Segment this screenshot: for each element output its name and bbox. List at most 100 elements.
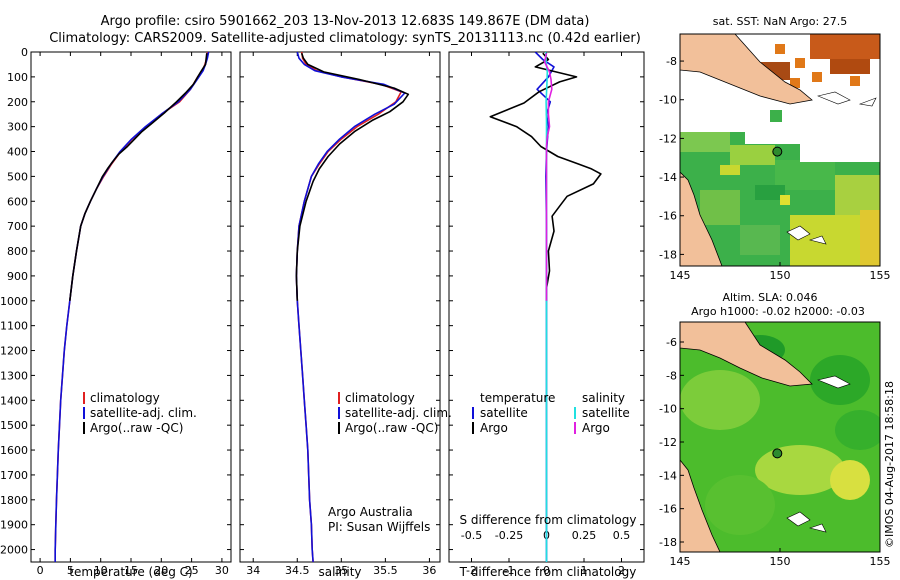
- x-tick-label: 0: [37, 564, 44, 577]
- land-reef: [786, 511, 811, 527]
- imos-credit: ©IMOS 04-Aug-2017 18:58:18: [883, 381, 896, 548]
- salinity-x-ticks: 34 34.5 35 35.5 36: [246, 52, 436, 577]
- lat-tick-label: -8: [666, 369, 677, 382]
- depth-tick-label: 300: [7, 121, 28, 134]
- sla-blob: [705, 475, 775, 535]
- depth-tick-label: 2000: [0, 544, 28, 557]
- temperature-lines: [54, 52, 210, 562]
- depth-axis-ticks: 0 100 200 300 400 500 600 700 800 900 1000 1100 1200…: [0, 46, 231, 557]
- temperature-panel: 0100200300400500600700800900100011001200…: [0, 46, 232, 579]
- sst-cell: [830, 59, 870, 74]
- depth-tick-label: 1200: [0, 345, 28, 358]
- sst-map-title: sat. SST: NaN Argo: 27.5: [713, 15, 847, 28]
- s-tick-label: 0.5: [613, 529, 631, 542]
- x-tick-label: 35.5: [373, 564, 398, 577]
- x-tick-label: -2: [466, 564, 477, 577]
- series-argo-raw-qc: [295, 52, 410, 301]
- legend-s-argo-label: Argo: [582, 421, 610, 435]
- s-tick-label: -0.5: [461, 529, 482, 542]
- series-climatology: [54, 52, 209, 562]
- depth-tick-label: 1900: [0, 519, 28, 532]
- x-tick-label: 36: [422, 564, 436, 577]
- title-line-2: Climatology: CARS2009. Satellite-adjuste…: [49, 31, 641, 46]
- series-climatology: [295, 52, 403, 562]
- legend-climatology-label: climatology: [90, 391, 160, 405]
- lat-tick-label: -16: [659, 210, 677, 223]
- depth-tick-label: 800: [7, 245, 28, 258]
- depth-tick-label: 1400: [0, 394, 28, 407]
- lat-tick-label: -18: [659, 248, 677, 261]
- sla-blob: [830, 460, 870, 500]
- sla-map-lon-ticks: 145 150 155: [670, 548, 891, 568]
- land-island: [817, 375, 851, 389]
- sla-map: Altim. SLA: 0.046 Argo h1000: -0.02 h200…: [659, 291, 890, 568]
- lat-tick-label: -6: [666, 336, 677, 349]
- s-tick-label: 0.25: [572, 529, 597, 542]
- depth-tick-label: 700: [7, 220, 28, 233]
- legend-t-satellite-label: satellite: [480, 406, 528, 420]
- x-tick-label: 1: [581, 564, 588, 577]
- lon-tick-label: 150: [770, 269, 791, 282]
- land-reef: [786, 225, 811, 241]
- sst-cell: [860, 210, 880, 266]
- legend-argo-label: Argo(..raw -QC): [345, 421, 438, 435]
- sla-map-lat-ticks: -6 -8 -10 -12 -14 -16 -18: [659, 336, 684, 549]
- argo-float-marker: [772, 448, 783, 459]
- sla-data-cells: [680, 335, 880, 535]
- lat-tick-label: -8: [666, 55, 677, 68]
- depth-tick-label: 1800: [0, 494, 28, 507]
- x-tick-label: 30: [215, 564, 229, 577]
- x-tick-label: 0: [543, 564, 550, 577]
- depth-tick-label: 1500: [0, 419, 28, 432]
- sst-cell: [740, 225, 780, 255]
- lat-tick-label: -14: [659, 469, 677, 482]
- depth-tick-label: 1700: [0, 469, 28, 482]
- sst-nodata: [800, 132, 880, 162]
- depth-tick-label: 400: [7, 146, 28, 159]
- legend-climatology-label: climatology: [345, 391, 415, 405]
- sst-nodata: [745, 132, 800, 144]
- argo-australia-annotation: Argo Australia: [328, 505, 413, 519]
- lon-tick-label: 145: [670, 555, 691, 568]
- depth-tick-label: 900: [7, 270, 28, 283]
- sla-blob: [680, 370, 760, 430]
- lat-tick-label: -18: [659, 536, 677, 549]
- land-australia: [680, 171, 723, 266]
- salinity-panel: 34 34.5 35 35.5 36 salinity climatology sate…: [239, 51, 452, 579]
- series-satellite-adj-clim: [54, 52, 210, 562]
- x-tick-label: 20: [154, 564, 168, 577]
- depth-tick-label: 200: [7, 96, 28, 109]
- s-difference-label: S difference from climatology: [460, 513, 637, 527]
- land-island: [858, 97, 877, 107]
- salinity-legend: climatology satellite-adj. clim. Argo(..…: [338, 391, 452, 435]
- depth-tick-label: 1600: [0, 444, 28, 457]
- depth-tick-label: 1300: [0, 369, 28, 382]
- land-new-guinea: [680, 34, 813, 105]
- sst-cell: [730, 145, 775, 165]
- series-salinity-argo: [543, 53, 553, 301]
- difference-panel: -2 -1 0 1 2 -0.5 -0.25 0 0.25 0.5 T difference f…: [448, 51, 645, 579]
- difference-y-ticks: [449, 51, 644, 551]
- land-reef: [808, 235, 827, 245]
- sst-cell: [812, 72, 822, 82]
- x-tick-label: 25: [185, 564, 199, 577]
- x-tick-label: 2: [618, 564, 625, 577]
- x-tick-label: 10: [94, 564, 108, 577]
- lat-tick-label: -12: [659, 132, 677, 145]
- title-line-1: Argo profile: csiro 5901662_203 13-Nov-2…: [101, 14, 590, 29]
- t-difference-xlabel: T difference from climatology: [459, 565, 637, 579]
- sst-cell: [755, 185, 785, 200]
- sst-map-lat-ticks: -8 -10 -12 -14 -16 -18: [659, 55, 684, 261]
- lon-tick-label: 155: [870, 269, 891, 282]
- salinity-xlabel: salinity: [318, 565, 361, 579]
- temperature-axes-box: [30, 51, 232, 563]
- lat-tick-label: -10: [659, 403, 677, 416]
- x-tick-label: 34.5: [285, 564, 310, 577]
- depth-tick-label: 0: [21, 46, 28, 59]
- series-temperature-argo: [489, 52, 602, 301]
- argo-float-marker: [772, 146, 783, 157]
- sla-blob: [835, 410, 880, 450]
- lon-tick-label: 145: [670, 269, 691, 282]
- temperature-legend: climatology satellite-adj. clim. Argo(..…: [83, 391, 197, 435]
- sst-cell: [810, 34, 880, 59]
